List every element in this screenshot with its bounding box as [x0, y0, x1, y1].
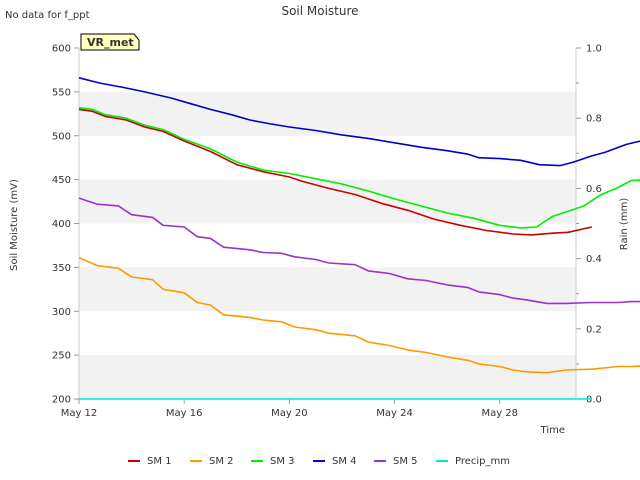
x-axis-label: Time — [540, 425, 565, 436]
y-tick-label: 600 — [52, 44, 71, 55]
y-tick-label: 200 — [52, 395, 71, 406]
station-badge-text: VR_met — [87, 36, 134, 49]
y2-tick-label: 0.0 — [586, 395, 602, 406]
legend-label: SM 3 — [270, 456, 295, 467]
y-tick-label: 450 — [52, 175, 71, 186]
series-lines — [78, 77, 640, 400]
y2-tick-label: 0.4 — [586, 254, 602, 265]
background-band — [79, 91, 576, 136]
series-line-sm-5 — [78, 197, 640, 305]
y2-tick-label: 1.0 — [586, 44, 602, 55]
x-tick-label: May 24 — [376, 408, 413, 419]
badge-shape — [80, 33, 140, 51]
series-line-sm-4 — [78, 77, 640, 167]
y2-tick-label: 0.2 — [586, 324, 602, 335]
series-line-sm-2 — [78, 256, 640, 374]
legend-label: SM 2 — [209, 456, 234, 467]
y-tick-label: 350 — [52, 263, 71, 274]
y2-tick-label: 0.8 — [586, 114, 602, 125]
x-tick-label: May 20 — [271, 408, 308, 419]
no-data-note: No data for f_ppt — [5, 10, 90, 21]
x-tick-label: May 12 — [61, 408, 98, 419]
y2-axis-label: Rain (mm) — [619, 198, 630, 251]
legend-label: SM 4 — [332, 456, 357, 467]
y-tick-label: 400 — [52, 219, 71, 230]
series-line-sm-1 — [78, 108, 592, 236]
y-axis-label: Soil Moisture (mV) — [9, 179, 20, 271]
y-tick-label: 500 — [52, 131, 71, 142]
background-bands — [79, 91, 576, 399]
background-band — [79, 355, 576, 399]
x-tick-label: May 16 — [166, 408, 203, 419]
y2-tick-label: 0.6 — [586, 184, 602, 195]
y-tick-label: 300 — [52, 307, 71, 318]
legend-label: SM 5 — [393, 456, 418, 467]
y-tick-label: 250 — [52, 351, 71, 362]
station-badge: VR_met — [80, 33, 140, 51]
legend-label: Precip_mm — [455, 456, 510, 467]
legend-label: SM 1 — [147, 456, 172, 467]
legend: SM 1 SM 2 SM 3 SM 4 SM 5 Precip_mm — [128, 456, 510, 467]
axis-ticks: 200 250 300 350 400 450 500 550 600 0.0 0.2 0.4 0.6 0… — [52, 44, 602, 420]
background-band — [79, 267, 576, 312]
background-band — [79, 179, 576, 224]
y-tick-label: 550 — [52, 87, 71, 98]
chart-title: Soil Moisture — [281, 4, 358, 18]
x-tick-label: May 28 — [481, 408, 518, 419]
series-line-sm-3 — [78, 106, 640, 229]
